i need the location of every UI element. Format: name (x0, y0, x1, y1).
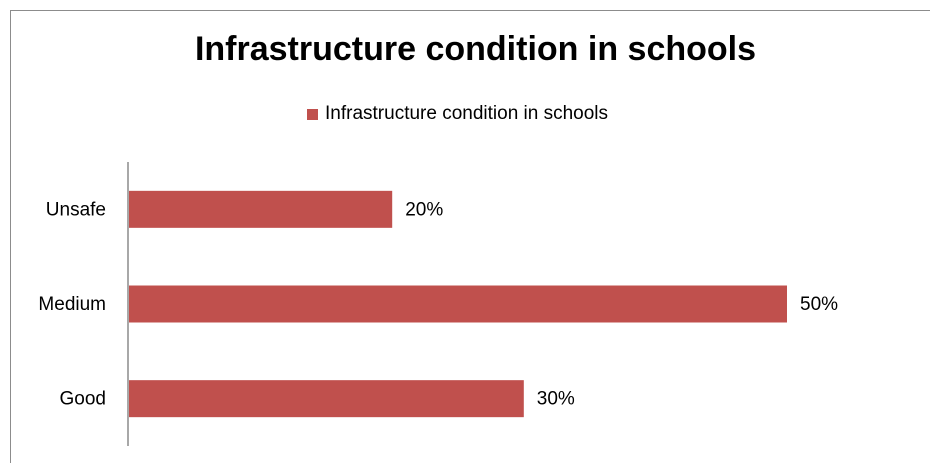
legend-label: Infrastructure condition in schools (325, 103, 609, 124)
chart-frame (10, 10, 930, 463)
bar-medium (129, 285, 787, 323)
value-label-medium: 50% (800, 294, 838, 315)
legend-swatch (307, 108, 318, 120)
value-label-good: 30% (537, 389, 575, 410)
value-label-unsafe: 20% (405, 199, 443, 220)
category-label-unsafe: Unsafe (46, 199, 106, 220)
category-label-good: Good (60, 389, 106, 410)
category-label-medium: Medium (38, 294, 106, 315)
bar-good (129, 380, 524, 418)
bar-unsafe (129, 190, 393, 228)
chart-title: Infrastructure condition in schools (194, 30, 757, 68)
chart-legend: Infrastructure condition in schools (307, 103, 608, 125)
